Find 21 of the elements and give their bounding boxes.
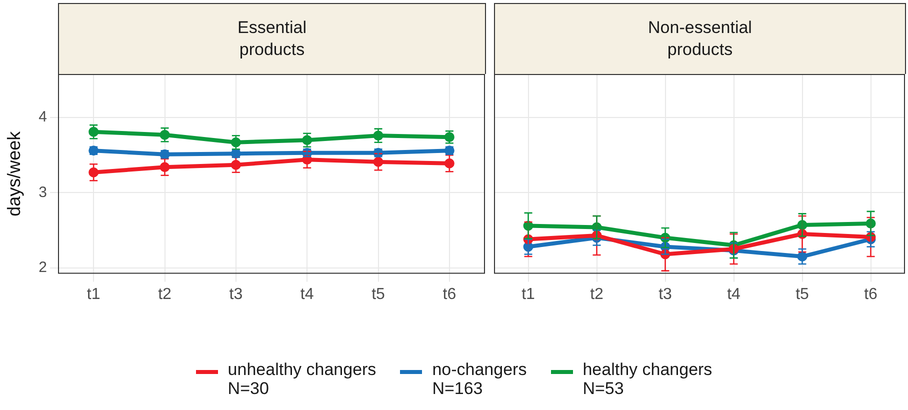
chart-title: Essential products bbox=[58, 3, 486, 74]
x-tick-label: t6 bbox=[864, 286, 878, 303]
x-tick-label: t1 bbox=[522, 286, 536, 303]
y-tick-label: 2 bbox=[38, 258, 47, 276]
x-tick-label: t3 bbox=[658, 286, 672, 303]
x-tick-label: t2 bbox=[158, 286, 172, 303]
x-tick-label: t3 bbox=[229, 286, 243, 303]
legend-label: unhealthy changers N=30 bbox=[228, 360, 376, 398]
chart-title: Non-essential products bbox=[494, 3, 906, 74]
x-tick-label: t5 bbox=[796, 286, 810, 303]
x-tick-label: t2 bbox=[590, 286, 604, 303]
x-tick-label: t6 bbox=[442, 286, 456, 303]
x-tick-label: t5 bbox=[372, 286, 386, 303]
y-axis-title: days/week bbox=[4, 130, 24, 216]
x-tick-label: t1 bbox=[86, 286, 100, 303]
x-tick-label: t4 bbox=[727, 286, 741, 303]
y-tick-label: 3 bbox=[38, 184, 47, 201]
legend-label: no-changers N=163 bbox=[432, 360, 527, 398]
x-tick-label: t4 bbox=[300, 286, 314, 303]
legend-label: healthy changers N=53 bbox=[582, 360, 712, 398]
y-tick-label: 4 bbox=[38, 108, 47, 126]
